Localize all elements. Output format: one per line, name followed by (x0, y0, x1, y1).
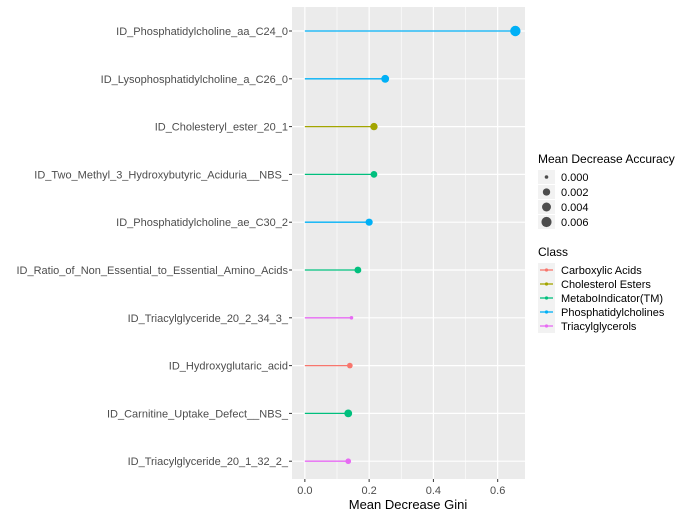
class-legend-point (544, 310, 549, 314)
class-legend-title: Class (538, 245, 568, 259)
x-tick-label: 0.0 (297, 485, 312, 497)
size-legend-point (544, 175, 549, 179)
size-legend-label: 0.000 (561, 172, 589, 184)
class-legend-label: MetaboIndicator(TM) (561, 293, 663, 305)
y-tick-label: ID_Phosphatidylcholine_ae_C30_2 (116, 217, 288, 229)
size-legend-title: Mean Decrease Accuracy (538, 152, 675, 166)
class-legend-label: Carboxylic Acids (561, 265, 642, 277)
y-tick-label: ID_Hydroxyglutaric_acid (169, 361, 288, 373)
class-legend-point (544, 324, 549, 328)
y-tick-label: ID_Two_Methyl_3_Hydroxybutyric_Aciduria_… (34, 169, 289, 181)
class-legend-point (544, 296, 549, 300)
lollipop-point (365, 218, 373, 226)
y-tick-label: ID_Lysophosphatidylcholine_a_C26_0 (101, 74, 288, 86)
x-tick-label: 0.2 (361, 485, 376, 497)
lollipop-point (370, 171, 378, 178)
panel-background (292, 7, 525, 479)
class-legend-point (544, 268, 549, 272)
size-legend-point (541, 216, 552, 228)
lollipop-point (345, 458, 352, 465)
y-tick-label: ID_Ratio_of_Non_Essential_to_Essential_A… (17, 265, 289, 277)
size-legend-point (542, 202, 551, 212)
lollipop-point (349, 316, 354, 320)
lollipop-point (510, 25, 521, 37)
lollipop-point (354, 266, 362, 274)
x-tick-label: 0.6 (490, 485, 505, 497)
lollipop-point (344, 409, 353, 418)
x-axis: 0.0 0.2 0.4 0.6 (297, 479, 505, 497)
class-legend-point (544, 282, 549, 286)
y-tick-label: ID_Carnitine_Uptake_Defect__NBS_ (107, 408, 289, 420)
x-tick-label: 0.4 (426, 485, 441, 497)
size-legend-label: 0.002 (561, 187, 589, 199)
class-legend: Class Carboxylic Acids Cholesterol Esters M… (538, 245, 665, 333)
class-legend-label: Triacylglycerols (561, 321, 637, 333)
lollipop-point (347, 362, 353, 369)
lollipop-point (381, 74, 390, 83)
y-tick-label: ID_Triacylglyceride_20_1_32_2_ (128, 456, 289, 468)
y-tick-label: ID_Triacylglyceride_20_2_34_3_ (128, 313, 289, 325)
y-axis: ID_Phosphatidylcholine_aa_C24_0 ID_Lysoph… (17, 26, 292, 468)
size-legend-point (542, 188, 551, 196)
data-marks (304, 25, 521, 465)
size-legend-label: 0.006 (561, 217, 589, 229)
y-tick-label: ID_Phosphatidylcholine_aa_C24_0 (116, 26, 288, 38)
size-legend-label: 0.004 (561, 202, 589, 214)
x-axis-title: Mean Decrease Gini (349, 497, 468, 512)
class-legend-label: Phosphatidylcholines (561, 307, 665, 319)
y-tick-label: ID_Cholesteryl_ester_20_1 (155, 122, 288, 134)
class-legend-label: Cholesterol Esters (561, 279, 651, 291)
size-legend: Mean Decrease Accuracy 0.000 0.002 0.004 0.0… (538, 152, 675, 229)
lollipop-point (370, 122, 378, 131)
